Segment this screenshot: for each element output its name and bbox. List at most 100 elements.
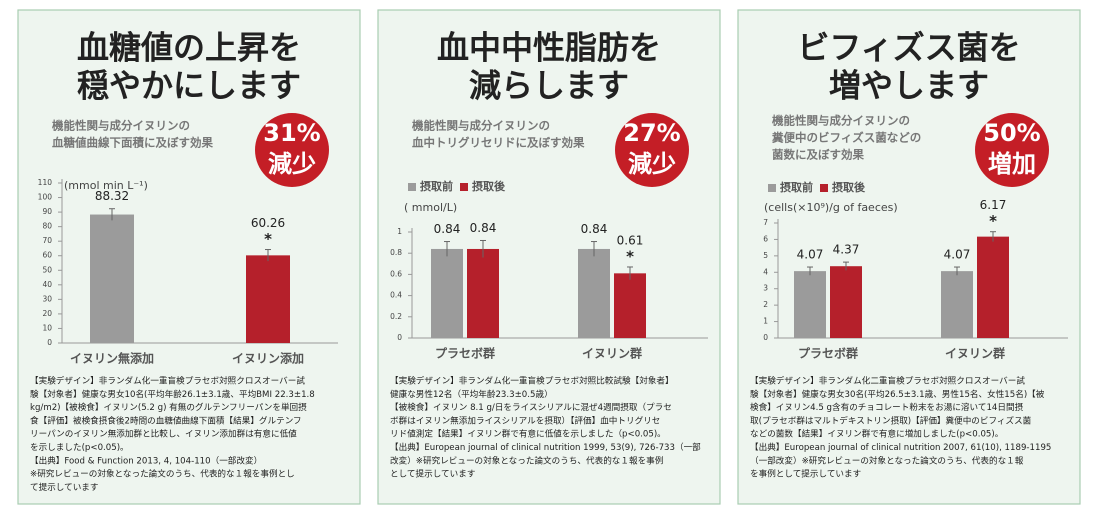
value-label: 0.61 <box>617 233 644 247</box>
value-label: 88.32 <box>95 189 129 203</box>
subtitle: 機能性関与成分イヌリンの <box>52 119 190 133</box>
y-tick-label: 80 <box>42 222 52 231</box>
y-tick-label: 1 <box>397 227 402 236</box>
value-label: 0.84 <box>434 222 461 236</box>
footnote: 食【評価】被検食摂食後2時間の血糖値曲線下面積【結果】グルテンフ <box>30 414 302 426</box>
footnote: 験【対象者】健康な男女30名(平均26.5±3.1歳、男性15名、女性15名)【… <box>750 388 1045 400</box>
footnote: 【被検食】イヌリン 8.1 g/日をライスシリアルに混ぜ4週間摂取（プラセ <box>390 401 672 413</box>
y-tick-label: 2 <box>763 300 768 309</box>
value-label: 4.37 <box>833 243 860 257</box>
panel-title: 血糖値の上昇を <box>77 29 301 67</box>
value-label: 60.26 <box>251 216 285 230</box>
subtitle: 機能性関与成分イヌリンの <box>412 119 550 133</box>
value-label: 0.84 <box>470 221 497 235</box>
y-tick-label: 110 <box>38 178 53 187</box>
footnote: kg/m2)【被検食】イヌリン(5.2 g) 有無のグルテンフリーパンを単回摂 <box>30 401 307 413</box>
x-tick-label: プラセボ群 <box>435 346 495 361</box>
x-tick-label: プラセボ群 <box>798 346 858 361</box>
bar <box>578 248 610 338</box>
badge-text: 50% <box>983 119 1040 147</box>
y-tick-label: 0 <box>397 333 402 342</box>
legend-swatch <box>408 183 416 191</box>
x-tick-label: イヌリン無添加 <box>70 351 154 366</box>
badge <box>975 113 1049 187</box>
y-tick-label: 1 <box>763 317 768 326</box>
x-tick-label: イヌリン群 <box>582 346 642 361</box>
badge-text: 増加 <box>988 150 1036 178</box>
subtitle: 菌数に及ぼす効果 <box>772 148 864 162</box>
y-tick-label: 5 <box>763 251 768 260</box>
bar <box>830 266 862 338</box>
y-tick-label: 70 <box>42 236 52 245</box>
badge <box>255 113 329 187</box>
footnote: 【出典】Food & Function 2013, 4, 104-110（一部改… <box>30 454 262 466</box>
subtitle: 機能性関与成分イヌリンの <box>772 114 910 128</box>
bar <box>977 236 1009 338</box>
y-axis-label: ( mmol/L) <box>404 201 457 214</box>
panel-title: 減らします <box>469 67 629 105</box>
x-tick-label: イヌリン添加 <box>232 351 304 366</box>
panel-title: 増やします <box>829 67 989 105</box>
footnote: リド値測定【結果】イヌリン群で有意に低値を示しました（p<0.05)。 <box>390 428 666 440</box>
footnote: を事例として提示しています <box>750 468 861 480</box>
y-tick-label: 0.4 <box>390 291 402 300</box>
y-tick-label: 40 <box>42 280 52 289</box>
y-tick-label: 0.2 <box>390 312 402 321</box>
subtitle: 糞便中のビフィズス菌などの <box>771 131 921 145</box>
value-label: 4.07 <box>797 248 824 262</box>
footnote: 検食】イヌリン4.5 g含有のチョコレート粉末をお湯に溶いて14日間摂 <box>750 401 1024 413</box>
footnote: 【実験デザイン】非ランダム化一重盲検プラセボ対照比較試験【対象者】 <box>390 375 674 387</box>
footnote: て提示しています <box>30 482 99 493</box>
significance-mark: * <box>264 230 272 248</box>
y-tick-label: 7 <box>763 218 768 227</box>
y-axis-label: (cells(×10⁹)/g of faeces) <box>764 201 898 214</box>
footnote: 【出典】European journal of clinical nutriti… <box>390 441 701 453</box>
y-tick-label: 60 <box>42 251 52 260</box>
significance-mark: * <box>626 247 634 265</box>
y-tick-label: 90 <box>42 207 52 216</box>
footnote: 改変）※研究レビューの対象となった論文のうち、代表的な１報を事例 <box>390 454 663 466</box>
panel-title: 血中中性脂肪を <box>437 29 661 67</box>
y-tick-label: 0 <box>47 338 52 347</box>
badge-text: 減少 <box>628 150 676 178</box>
bar <box>614 273 646 338</box>
panel <box>17 9 361 505</box>
y-tick-label: 6 <box>763 234 768 243</box>
y-tick-label: 20 <box>42 309 52 318</box>
footnote: 【実験デザイン】非ランダム化一重盲検プラセボ対照クロスオーバー試 <box>30 375 305 387</box>
badge-text: 27% <box>623 119 680 147</box>
legend-swatch <box>768 184 776 192</box>
subtitle: 血糖値曲線下面積に及ぼす効果 <box>52 136 213 150</box>
y-tick-label: 4 <box>763 267 768 276</box>
footnote: 【出典】European journal of clinical nutriti… <box>750 441 1051 453</box>
panel-title: 穏やかにします <box>77 67 301 105</box>
legend-label: 摂取後 <box>832 180 866 194</box>
y-tick-label: 30 <box>42 294 52 303</box>
y-tick-label: 3 <box>763 284 768 293</box>
footnote: として提示しています <box>390 469 475 480</box>
bar <box>794 271 826 338</box>
bar <box>90 214 134 343</box>
y-tick-label: 0.8 <box>390 248 402 257</box>
value-label: 4.07 <box>944 248 971 262</box>
badge <box>615 113 689 187</box>
y-tick-label: 10 <box>42 323 52 332</box>
footnote: などの菌数【結果】イヌリン群で有意に増加しました(p<0.05)。 <box>750 428 1003 440</box>
y-tick-label: 0 <box>763 333 768 342</box>
legend-label: 摂取前 <box>420 179 453 193</box>
y-tick-label: 100 <box>38 193 53 202</box>
y-tick-label: 0.6 <box>390 269 402 278</box>
footnote: 【実験デザイン】非ランダム化二重盲検プラセボ対照クロスオーバー試 <box>750 375 1025 387</box>
badge-text: 31% <box>263 119 320 147</box>
footnote: 取(プラセボ群はマルトデキストリン摂取)【評価】糞便中のビフィズス菌 <box>750 414 1032 426</box>
panel <box>737 9 1081 505</box>
legend-swatch <box>820 184 828 192</box>
value-label: 6.17 <box>980 198 1007 212</box>
bar <box>467 248 499 338</box>
footnote: 験【対象者】健康な男女10名(平均年齢26.1±3.1歳、平均BMI 22.3±… <box>30 388 315 400</box>
y-axis-label: (mmol min L⁻¹) <box>64 179 148 192</box>
footnote: ※研究レビューの対象となった論文のうち、代表的な１報を事例とし <box>30 468 295 480</box>
value-label: 0.84 <box>581 222 608 236</box>
x-tick-label: イヌリン群 <box>945 346 1005 361</box>
bar <box>431 248 463 338</box>
